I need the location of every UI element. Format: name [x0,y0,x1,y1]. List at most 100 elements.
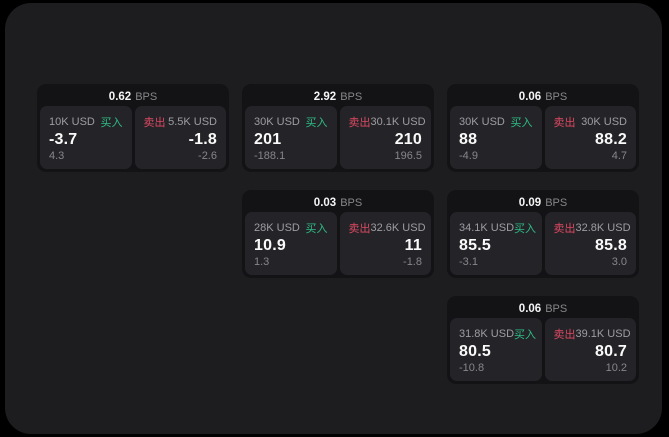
sell-quote-tile[interactable]: 卖出 30K USD 88.2 4.7 [544,106,636,169]
bps-header: 0.06 BPS [450,299,636,318]
buy-delta: -4.9 [459,150,478,162]
buy-tile-header: 10K USD 买入 [49,114,123,130]
sell-tile-header: 卖出 39.1K USD [553,326,631,342]
buy-side-label: 买入 [514,223,537,235]
buy-price: 85.5 [459,237,491,254]
sell-delta: 3.0 [611,256,627,268]
quote-grid: 0.62 BPS 10K USD 买入 -3.7 4.3 卖出 5.5K USD… [37,84,639,384]
sell-delta: -2.6 [198,150,217,162]
sell-price: -1.8 [188,131,217,148]
sell-amount: 30K USD [581,116,627,128]
quotes-panel: 0.62 BPS 10K USD 买入 -3.7 4.3 卖出 5.5K USD… [5,3,662,434]
sell-delta: -1.8 [403,256,422,268]
buy-quote-tile[interactable]: 28K USD 买入 10.9 1.3 [245,212,337,275]
buy-tile-header: 34.1K USD 买入 [459,220,537,236]
bps-header: 0.06 BPS [450,87,636,106]
buy-quote-tile[interactable]: 30K USD 买入 88 -4.9 [450,106,542,169]
sell-price: 88.2 [595,131,627,148]
sell-price: 80.7 [595,343,627,360]
quote-body: 10K USD 买入 -3.7 4.3 卖出 5.5K USD -1.8 -2.… [40,106,226,169]
bps-header: 0.03 BPS [245,193,431,212]
bps-unit-label: BPS [545,302,568,315]
buy-tile-header: 31.8K USD 买入 [459,326,537,342]
sell-tile-header: 卖出 32.6K USD [349,220,426,236]
sell-quote-tile[interactable]: 卖出 32.6K USD 11 -1.8 [339,212,431,275]
bps-value: 0.62 [108,90,132,103]
buy-price: 88 [459,131,478,148]
buy-amount: 30K USD [459,116,505,128]
buy-delta: -10.8 [459,362,485,374]
buy-price: 201 [254,131,282,148]
sell-amount: 39.1K USD [575,328,631,340]
buy-delta: -188.1 [254,150,286,162]
quote-card: 0.06 BPS 30K USD 买入 88 -4.9 卖出 30K USD 8… [447,84,639,172]
bps-value: 0.03 [313,196,337,209]
buy-amount: 10K USD [49,116,95,128]
buy-quote-tile[interactable]: 10K USD 买入 -3.7 4.3 [40,106,132,169]
quote-card: 2.92 BPS 30K USD 买入 201 -188.1 卖出 30.1K … [242,84,434,172]
sell-side-label: 卖出 [553,329,576,341]
bps-unit-label: BPS [340,90,363,103]
sell-amount: 32.6K USD [370,222,426,234]
buy-side-label: 买入 [514,329,537,341]
bps-unit-label: BPS [545,90,568,103]
sell-delta: 10.2 [605,362,627,374]
quote-card: 0.62 BPS 10K USD 买入 -3.7 4.3 卖出 5.5K USD… [37,84,229,172]
buy-tile-header: 30K USD 买入 [254,114,328,130]
buy-price: 10.9 [254,237,286,254]
quote-card: 0.06 BPS 31.8K USD 买入 80.5 -10.8 卖出 39.1… [447,296,639,384]
quote-card: 0.03 BPS 28K USD 买入 10.9 1.3 卖出 32.6K US… [242,190,434,278]
buy-price: -3.7 [49,131,78,148]
buy-side-label: 买入 [100,117,123,129]
sell-tile-header: 卖出 30.1K USD [348,114,426,130]
buy-quote-tile[interactable]: 34.1K USD 买入 85.5 -3.1 [450,212,542,275]
sell-side-label: 卖出 [143,117,166,129]
sell-side-label: 卖出 [553,117,576,129]
sell-tile-header: 卖出 30K USD [554,114,628,130]
sell-price: 85.8 [595,237,627,254]
quote-body: 31.8K USD 买入 80.5 -10.8 卖出 39.1K USD 80.… [450,318,636,381]
sell-delta: 4.7 [611,150,627,162]
buy-amount: 28K USD [254,222,300,234]
bps-value: 0.06 [518,302,542,315]
quote-body: 34.1K USD 买入 85.5 -3.1 卖出 32.8K USD 85.8… [450,212,636,275]
sell-amount: 30.1K USD [370,116,426,128]
quote-body: 30K USD 买入 201 -188.1 卖出 30.1K USD 210 1… [245,106,431,169]
buy-price: 80.5 [459,343,491,360]
sell-quote-tile[interactable]: 卖出 30.1K USD 210 196.5 [339,106,431,169]
bps-unit-label: BPS [545,196,568,209]
buy-delta: 4.3 [49,150,65,162]
buy-amount: 34.1K USD [459,222,515,234]
buy-tile-header: 30K USD 买入 [459,114,533,130]
sell-delta: 196.5 [394,150,422,162]
buy-quote-tile[interactable]: 30K USD 买入 201 -188.1 [245,106,337,169]
sell-quote-tile[interactable]: 卖出 32.8K USD 85.8 3.0 [544,212,636,275]
buy-amount: 31.8K USD [459,328,515,340]
sell-price: 11 [404,237,422,254]
bps-value: 0.09 [518,196,542,209]
bps-value: 0.06 [518,90,542,103]
buy-delta: -3.1 [459,256,478,268]
buy-tile-header: 28K USD 买入 [254,220,328,236]
quote-body: 28K USD 买入 10.9 1.3 卖出 32.6K USD 11 -1.8 [245,212,431,275]
sell-side-label: 卖出 [348,117,371,129]
bps-unit-label: BPS [340,196,363,209]
buy-side-label: 买入 [510,117,533,129]
buy-side-label: 买入 [305,117,328,129]
sell-amount: 32.8K USD [575,222,631,234]
quote-body: 30K USD 买入 88 -4.9 卖出 30K USD 88.2 4.7 [450,106,636,169]
buy-amount: 30K USD [254,116,300,128]
buy-quote-tile[interactable]: 31.8K USD 买入 80.5 -10.8 [450,318,542,381]
sell-tile-header: 卖出 32.8K USD [553,220,631,236]
buy-delta: 1.3 [254,256,270,268]
buy-side-label: 买入 [305,223,328,235]
quote-card: 0.09 BPS 34.1K USD 买入 85.5 -3.1 卖出 32.8K… [447,190,639,278]
bps-value: 2.92 [313,90,337,103]
bps-header: 2.92 BPS [245,87,431,106]
sell-amount: 5.5K USD [168,116,217,128]
sell-side-label: 卖出 [553,223,576,235]
sell-quote-tile[interactable]: 卖出 39.1K USD 80.7 10.2 [544,318,636,381]
sell-price: 210 [394,131,422,148]
sell-quote-tile[interactable]: 卖出 5.5K USD -1.8 -2.6 [134,106,226,169]
